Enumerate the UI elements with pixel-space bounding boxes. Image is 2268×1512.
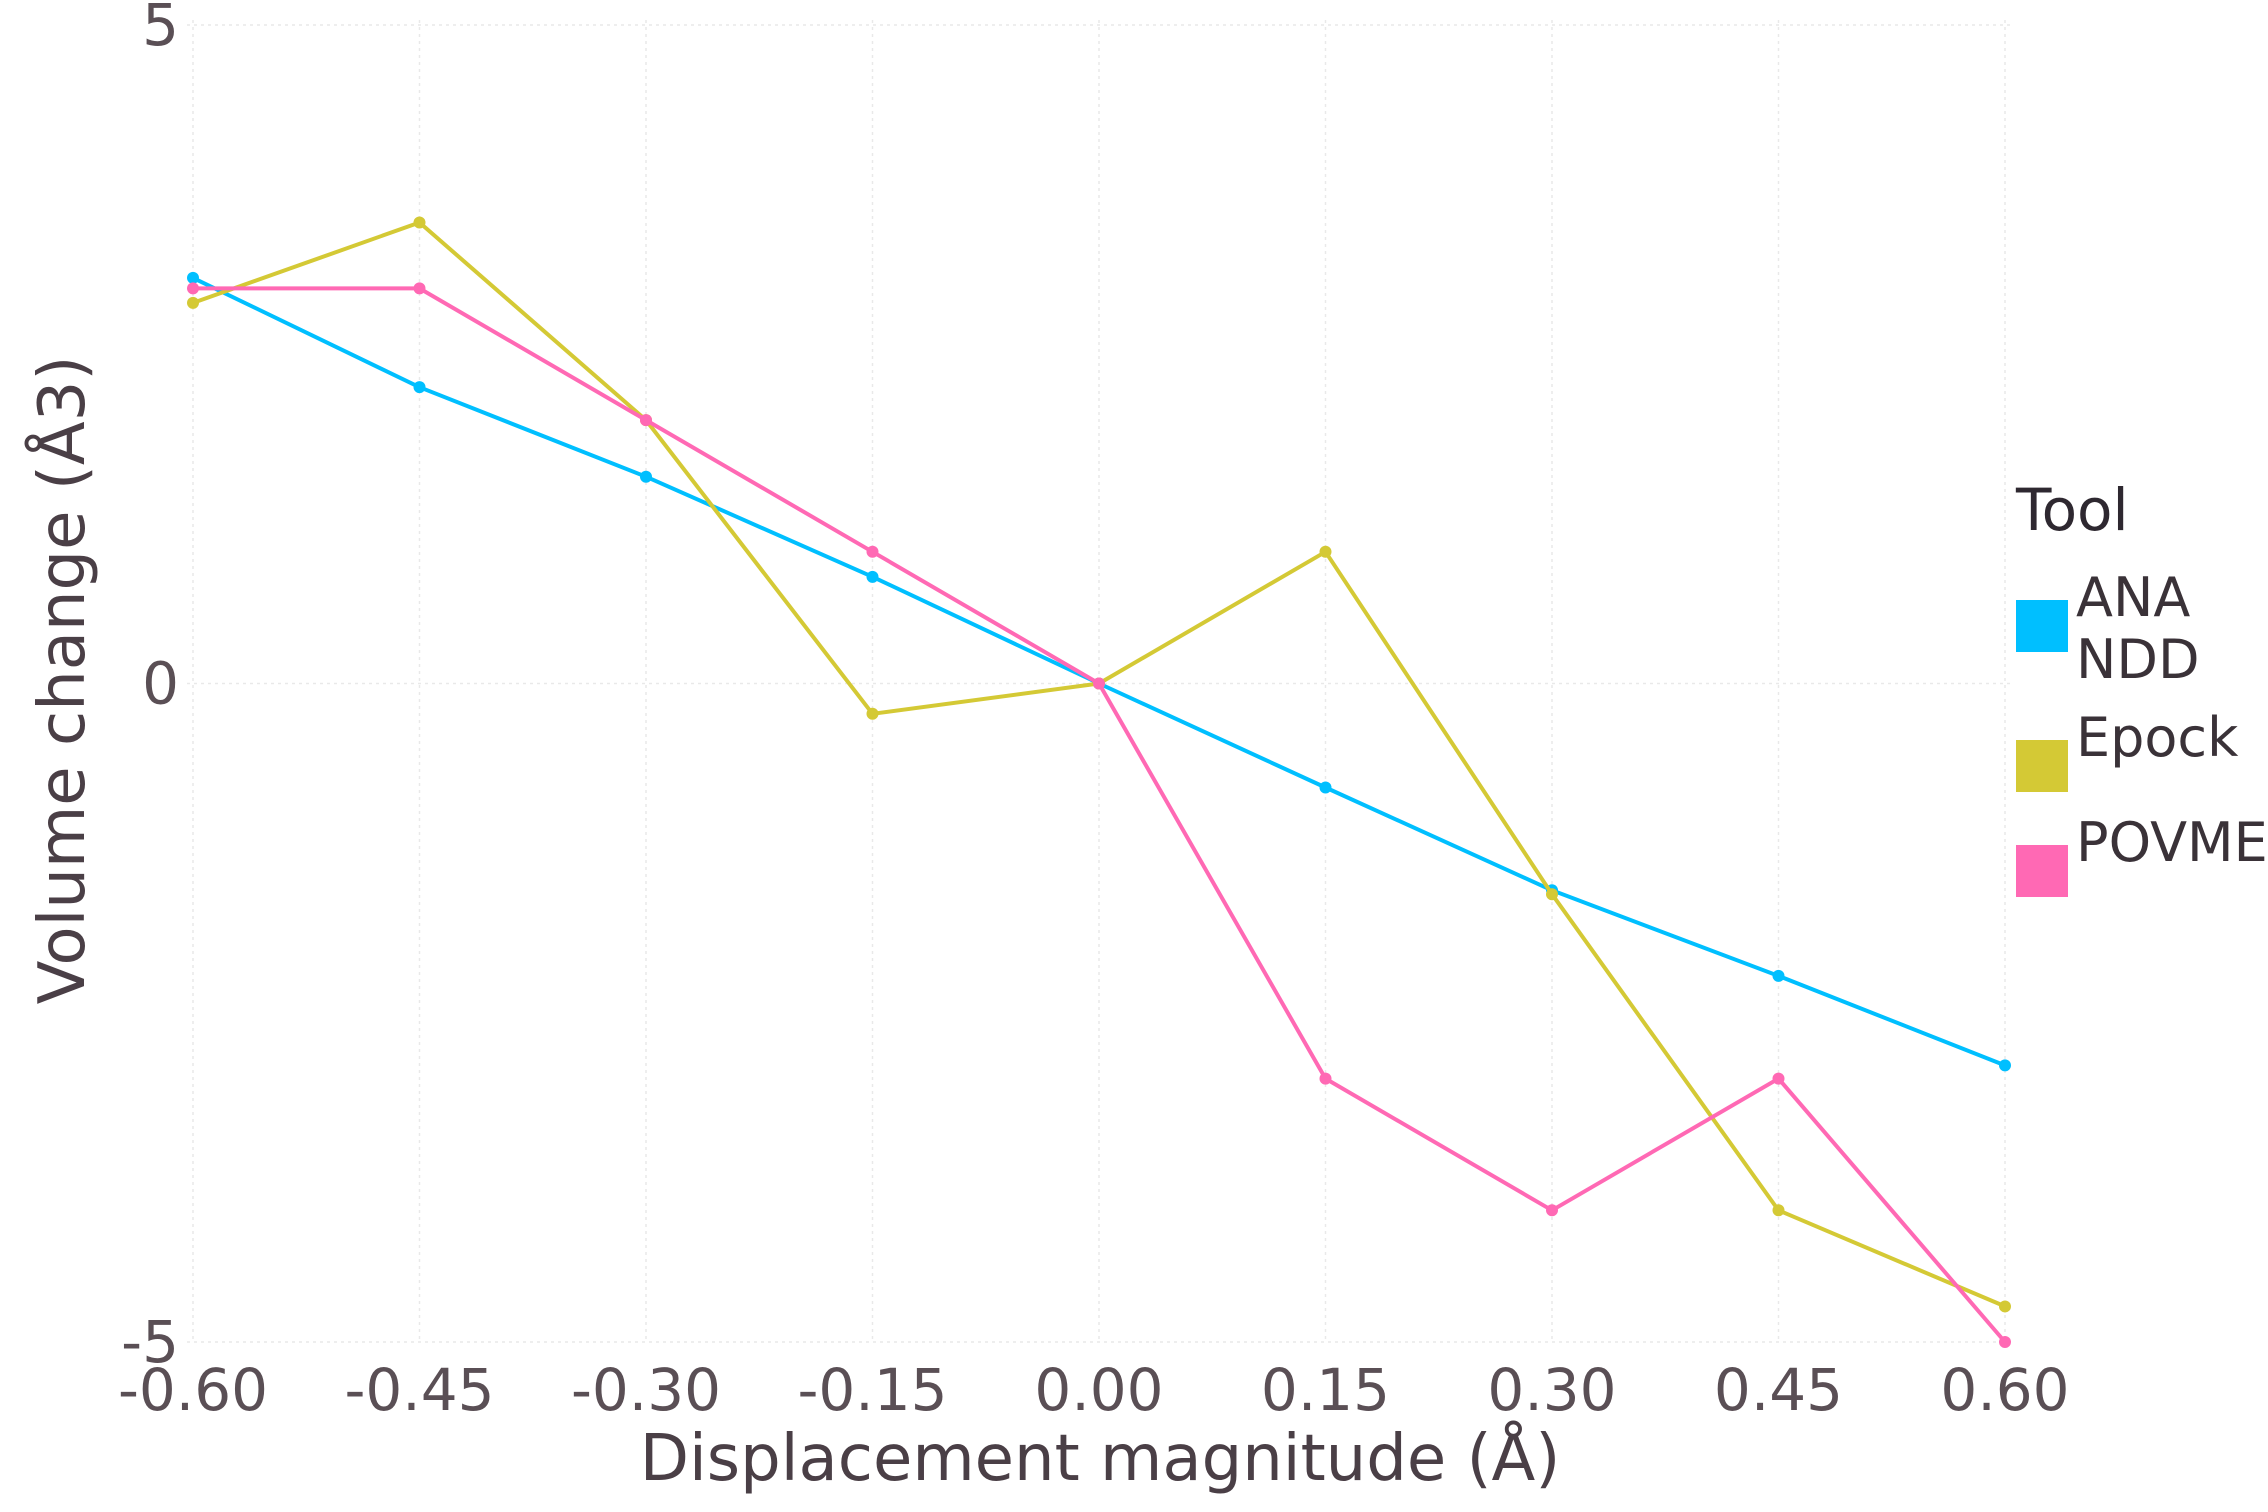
- data-point-ana-ndd: [413, 381, 426, 394]
- legend-label-epock: Epock: [2076, 706, 2239, 769]
- x-tick-label: 0.00: [1034, 1356, 1163, 1424]
- x-tick-label: 0.15: [1261, 1356, 1390, 1424]
- data-point-ana-ndd: [1772, 969, 1785, 982]
- legend-label-ana-ndd: ANA: [2076, 566, 2190, 629]
- data-point-epock: [1772, 1204, 1785, 1217]
- y-tick-label: -5: [121, 1308, 179, 1376]
- data-point-epock: [413, 216, 426, 229]
- data-point-ana-ndd: [866, 570, 879, 583]
- data-point-epock: [187, 296, 199, 309]
- data-point-povme: [866, 545, 879, 558]
- data-point-ana-ndd: [1319, 781, 1332, 794]
- y-tick-label: 0: [142, 650, 179, 718]
- x-tick-label: -0.60: [118, 1356, 268, 1424]
- data-point-epock: [1319, 545, 1332, 558]
- legend-swatch-povme: [2016, 845, 2068, 897]
- x-tick-label: -0.45: [344, 1356, 494, 1424]
- data-point-povme: [413, 282, 426, 295]
- data-point-ana-ndd: [1999, 1059, 2011, 1072]
- y-axis-ticks: 5 0 -5: [121, 0, 179, 1376]
- data-point-epock: [866, 707, 879, 720]
- y-tick-label: 5: [142, 0, 179, 59]
- x-tick-label: 0.45: [1714, 1356, 1843, 1424]
- x-tick-label: -0.15: [797, 1356, 947, 1424]
- legend-swatch-ana-ndd: [2016, 600, 2068, 652]
- data-point-ana-ndd: [640, 470, 652, 483]
- x-tick-label: 0.60: [1940, 1356, 2069, 1424]
- data-point-povme: [1999, 1336, 2011, 1348]
- data-point-ana-ndd: [187, 271, 199, 284]
- data-point-epock: [1546, 888, 1558, 901]
- plot-area: [187, 216, 2011, 1348]
- legend-title: Tool: [2015, 476, 2129, 544]
- y-axis-title: Volume change (Å3): [24, 356, 100, 1005]
- x-axis-ticks: -0.60 -0.45 -0.30 -0.15 0.00 0.15 0.30 0.45 0.60: [118, 1356, 2070, 1424]
- x-tick-label: 0.30: [1487, 1356, 1616, 1424]
- x-tick-label: -0.30: [571, 1356, 721, 1424]
- data-point-epock: [1999, 1300, 2011, 1313]
- data-point-povme: [187, 282, 199, 295]
- legend-label-ana-ndd: NDD: [2076, 628, 2200, 691]
- legend-label-povme: POVME: [2076, 811, 2268, 874]
- data-point-povme: [1772, 1072, 1785, 1085]
- data-point-povme: [640, 414, 652, 427]
- legend-swatch-epock: [2016, 740, 2068, 792]
- data-point-povme: [1319, 1072, 1332, 1085]
- data-point-povme: [1093, 677, 1105, 690]
- x-axis-title: Displacement magnitude (Å): [640, 1420, 1561, 1496]
- data-point-povme: [1546, 1204, 1558, 1217]
